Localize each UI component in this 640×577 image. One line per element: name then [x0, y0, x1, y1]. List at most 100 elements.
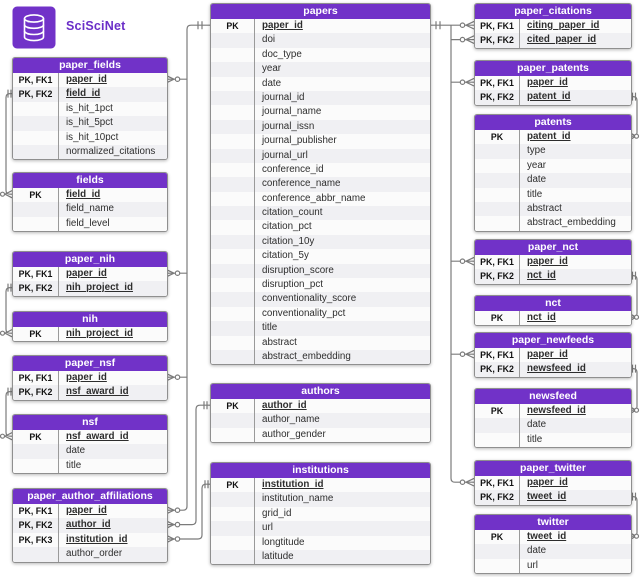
- table-row: journal_id: [211, 90, 430, 106]
- entity-table-authors[interactable]: authors PK author_id author_name author_gend…: [210, 383, 431, 444]
- row-field-name: institution_name: [262, 493, 334, 505]
- row-key-label: [211, 162, 255, 178]
- row-field-name: doi: [262, 34, 276, 46]
- table-row: disruption_score: [211, 263, 430, 279]
- table-title: newsfeed: [475, 389, 631, 404]
- entity-table-institutions[interactable]: institutions PK institution_id institution_…: [210, 462, 431, 566]
- entity-table-papers[interactable]: papers PK paper_id doi doc_type year date journ…: [210, 3, 431, 366]
- table-row: year: [211, 62, 430, 77]
- row-field-name: is_hit_10pct: [66, 131, 119, 143]
- table-row: PK, FK2 newsfeed_id: [475, 362, 631, 377]
- row-key-label: [211, 76, 255, 91]
- row-key-label: [211, 549, 255, 565]
- row-field-name: url: [262, 522, 273, 534]
- row-field-name: year: [262, 63, 282, 75]
- entity-table-paper_nih[interactable]: paper_nih PK, FK1 paper_id PK, FK2 nih_proje…: [12, 251, 168, 297]
- table-row: citation_count: [211, 206, 430, 221]
- row-key-label: PK, FK1: [13, 371, 59, 386]
- entity-table-nct[interactable]: nct PK nct_id: [474, 295, 632, 327]
- table-row: year: [475, 158, 631, 174]
- table-row: grid_id: [211, 506, 430, 522]
- table-row: PK paper_id: [211, 19, 430, 34]
- entity-table-fields[interactable]: fields PK field_id field_name field_level: [12, 172, 168, 233]
- rel-right-trunk-papers: [429, 20, 475, 487]
- table-row: PK, FK2 field_id: [13, 87, 167, 102]
- table-title: paper_citations: [475, 4, 631, 19]
- table-row: conference_id: [211, 162, 430, 178]
- row-field-name: author_id: [66, 519, 111, 531]
- table-row: PK nct_id: [475, 311, 631, 326]
- row-key-label: PK, FK1: [13, 267, 59, 282]
- row-field-name: paper_id: [262, 20, 303, 31]
- row-field-name: field_level: [66, 217, 110, 229]
- entity-table-paper_newfeeds[interactable]: paper_newfeeds PK, FK1 paper_id PK, FK2 news…: [474, 332, 632, 378]
- row-field-name: author_gender: [262, 428, 326, 440]
- row-key-label: PK, FK1: [475, 348, 520, 363]
- entity-table-patents[interactable]: patents PK patent_id type year date title abstr…: [474, 114, 632, 232]
- entity-table-nih[interactable]: nih PK nih_project_id: [12, 311, 168, 343]
- entity-table-newsfeed[interactable]: newsfeed PK newsfeed_id date title: [474, 388, 632, 449]
- row-field-name: normalized_citations: [66, 145, 156, 157]
- rel-papernewfeeds-newsfeed: [629, 364, 640, 415]
- row-key-label: [211, 62, 255, 77]
- table-title: patents: [475, 115, 631, 130]
- row-field-name: patent_id: [527, 131, 571, 142]
- entity-table-paper_citations[interactable]: paper_citations PK, FK1 citing_paper_id PK,…: [474, 3, 632, 49]
- row-key-label: [13, 547, 59, 562]
- row-field-name: conventionality_pct: [262, 307, 346, 319]
- row-field-name: nct_id: [527, 312, 556, 323]
- table-title: authors: [211, 384, 430, 399]
- row-field-name: date: [66, 445, 86, 457]
- table-row: url: [475, 558, 631, 574]
- table-row: longtitude: [211, 535, 430, 550]
- row-field-name: title: [262, 322, 278, 334]
- row-field-name: type: [527, 145, 546, 157]
- table-row: abstract_embedding: [475, 216, 631, 231]
- entity-table-twitter[interactable]: twitter PK tweet_id date url: [474, 514, 632, 575]
- table-row: PK, FK1 paper_id: [475, 476, 631, 491]
- row-field-name: date: [527, 545, 547, 557]
- row-key-label: PK, FK1: [13, 504, 59, 519]
- row-key-label: [13, 202, 59, 217]
- row-key-label: PK, FK1: [475, 76, 520, 91]
- row-key-label: PK, FK1: [475, 19, 520, 34]
- row-field-name: date: [527, 174, 547, 186]
- row-key-label: [475, 201, 520, 217]
- row-field-name: disruption_score: [262, 264, 334, 276]
- table-row: type: [475, 144, 631, 159]
- rel-papernsf-nsf: [0, 387, 13, 441]
- table-row: abstract: [211, 335, 430, 350]
- table-row: PK author_id: [211, 399, 430, 414]
- row-key-label: [211, 521, 255, 536]
- table-row: PK, FK1 paper_id: [13, 504, 167, 519]
- row-key-label: [211, 47, 255, 63]
- row-key-label: PK, FK2: [13, 518, 59, 533]
- table-row: is_hit_1pct: [13, 101, 167, 117]
- entity-table-paper_fields[interactable]: paper_fields PK, FK1 paper_id PK, FK2 field_…: [12, 57, 168, 161]
- row-key-label: [211, 119, 255, 135]
- table-row: doi: [211, 33, 430, 48]
- entity-table-nsf[interactable]: nsf PK nsf_award_id date title: [12, 414, 168, 475]
- entity-table-paper_nsf[interactable]: paper_nsf PK, FK1 paper_id PK, FK2 nsf_award…: [12, 355, 168, 401]
- entity-table-paper_patents[interactable]: paper_patents PK, FK1 paper_id PK, FK2 paten…: [474, 60, 632, 106]
- table-row: PK, FK2 author_id: [13, 518, 167, 533]
- entity-table-paper_author_affiliations[interactable]: paper_author_affiliations PK, FK1 paper_id…: [12, 488, 168, 563]
- row-key-label: [211, 349, 255, 365]
- row-key-label: [13, 101, 59, 117]
- row-key-label: [211, 427, 255, 443]
- table-row: conventionality_pct: [211, 306, 430, 322]
- entity-table-paper_twitter[interactable]: paper_twitter PK, FK1 paper_id PK, FK2 tweet…: [474, 460, 632, 506]
- table-row: author_order: [13, 547, 167, 562]
- row-field-name: field_id: [66, 189, 101, 200]
- table-row: conference_abbr_name: [211, 191, 430, 207]
- row-field-name: nsf_award_id: [66, 431, 129, 442]
- table-row: title: [475, 432, 631, 448]
- table-title: nih: [13, 312, 167, 327]
- row-key-label: [13, 144, 59, 160]
- row-key-label: PK: [475, 311, 520, 326]
- entity-table-paper_nct[interactable]: paper_nct PK, FK1 paper_id PK, FK2 nct_id: [474, 239, 632, 285]
- row-field-name: citation_count: [262, 207, 323, 219]
- row-key-label: [211, 263, 255, 279]
- table-row: PK tweet_id: [475, 530, 631, 545]
- row-field-name: disruption_pct: [262, 279, 323, 291]
